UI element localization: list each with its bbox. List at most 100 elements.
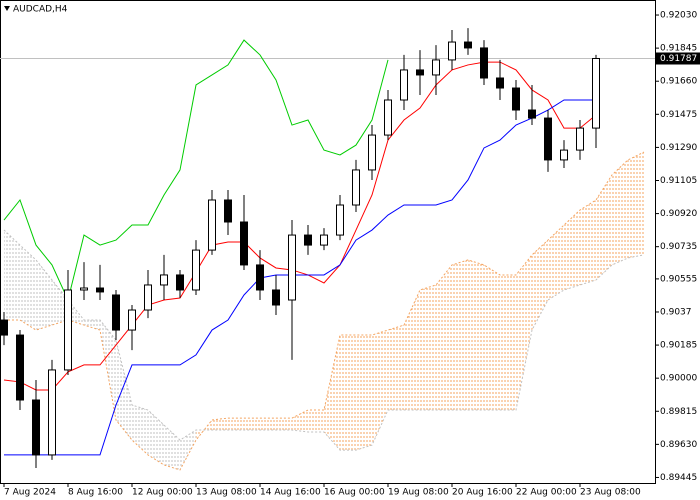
cloud-segment: [260, 418, 276, 431]
x-tick-label: 23 Aug 08:00: [580, 488, 641, 498]
candle-body: [128, 309, 136, 331]
plot-frame: [0, 0, 656, 484]
cloud-segment: [484, 264, 500, 411]
cloud-segment: [4, 230, 20, 321]
candle-body: [176, 274, 184, 291]
candle-body: [96, 287, 104, 293]
x-tick-label: 8 Aug 16:00: [68, 488, 123, 498]
cloud-segment: [324, 335, 340, 451]
cloud-segment: [404, 289, 420, 411]
cloud-segment: [564, 210, 580, 290]
cloud-segment: [276, 418, 292, 431]
cloud-segment: [500, 274, 516, 411]
x-tick-label: 13 Aug 08:00: [196, 488, 257, 498]
y-tick-label: 0.91660: [660, 77, 697, 87]
candle-body: [384, 99, 392, 136]
x-tick-label: 20 Aug 16:00: [452, 488, 513, 498]
indicator-line: [4, 99, 596, 456]
y-tick-label: 0.89815: [660, 407, 697, 417]
y-tick-label: 0.91290: [660, 143, 697, 153]
candle-body: [48, 369, 56, 456]
cloud-segment: [580, 199, 596, 285]
candle-body: [400, 69, 408, 101]
plot: [0, 28, 655, 471]
cloud-segment: [356, 335, 372, 451]
candle-body: [32, 399, 40, 456]
x-tick-label: 19 Aug 08:00: [388, 488, 449, 498]
y-tick-label: 0.90185: [660, 341, 697, 351]
candle-body: [416, 69, 424, 76]
candle-body: [64, 289, 72, 371]
candle-body: [352, 169, 360, 206]
candle-body: [368, 134, 376, 171]
candle-body: [576, 127, 584, 151]
cloud-segment: [420, 284, 436, 411]
candle-body: [288, 234, 296, 301]
y-tick-label: 0.90000: [660, 374, 697, 384]
cloud-segment: [100, 320, 116, 421]
y-tick-label: 0.90920: [660, 209, 697, 219]
cloud-segment: [548, 225, 564, 300]
cloud-segment: [596, 174, 612, 280]
candle-body: [304, 234, 312, 246]
candle-body: [496, 77, 504, 89]
candle-body: [192, 249, 200, 291]
cloud-segment: [212, 418, 228, 431]
cloud-segment: [164, 425, 180, 470]
candle-body: [544, 117, 552, 161]
cloud-segment: [436, 264, 452, 411]
y-tick-label: 0.91105: [660, 176, 697, 186]
title-icon: [4, 6, 10, 11]
cloud-edge: [3, 229, 645, 451]
cloud-segment: [228, 418, 244, 431]
cloud-segment: [532, 240, 548, 331]
candle-body: [240, 221, 248, 266]
cloud-segment: [148, 410, 164, 465]
x-tick-label: 22 Aug 00:00: [516, 488, 577, 498]
candle-body: [112, 294, 120, 331]
cloud-segment: [372, 330, 388, 446]
candle-body: [512, 87, 520, 111]
candle-body: [0, 319, 8, 336]
cloud-segment: [308, 410, 324, 433]
candle-body: [432, 59, 440, 76]
y-tick-label: 0.90555: [660, 274, 697, 284]
cloud-segment: [452, 259, 468, 411]
candle-body: [560, 149, 568, 161]
cloud-segment: [244, 418, 260, 431]
y-tick-label: 0.91475: [660, 110, 697, 120]
cloud-segment: [340, 335, 356, 451]
y-tick-label: 0.92030: [660, 11, 697, 21]
cloud-segment: [468, 259, 484, 411]
cloud-segment: [292, 410, 308, 433]
x-tick-label: 12 Aug 00:00: [132, 488, 193, 498]
candle-body: [272, 289, 280, 306]
candle-body: [464, 41, 472, 49]
candle-body: [528, 109, 536, 119]
candle-body: [80, 287, 88, 291]
candle-body: [336, 204, 344, 236]
candle-body: [448, 41, 456, 61]
candle-body: [224, 199, 232, 223]
chart-title: AUDCAD,H4: [13, 5, 68, 15]
cloud-segment: [388, 325, 404, 411]
cloud-segment: [516, 254, 532, 411]
y-tick-label: 0.89445: [660, 473, 697, 483]
candle-body: [256, 264, 264, 291]
y-tick-label: 0.9037: [660, 307, 692, 317]
candle-body: [16, 334, 24, 401]
candle-body: [592, 57, 600, 129]
last-price-label: 0.91787: [660, 54, 697, 64]
candle-body: [144, 284, 152, 311]
x-tick-label: 7 Aug 2024: [4, 488, 56, 498]
cloud-segment: [36, 259, 52, 331]
cloud-segment: [628, 152, 644, 258]
cloud-segment: [20, 245, 36, 331]
y-tick-label: 0.90735: [660, 242, 697, 252]
cloud-segment: [180, 430, 196, 470]
x-tick-label: 16 Aug 00:00: [324, 488, 385, 498]
indicator-line: [3, 61, 597, 391]
candle-body: [480, 47, 488, 79]
cloud-segment: [132, 405, 148, 455]
